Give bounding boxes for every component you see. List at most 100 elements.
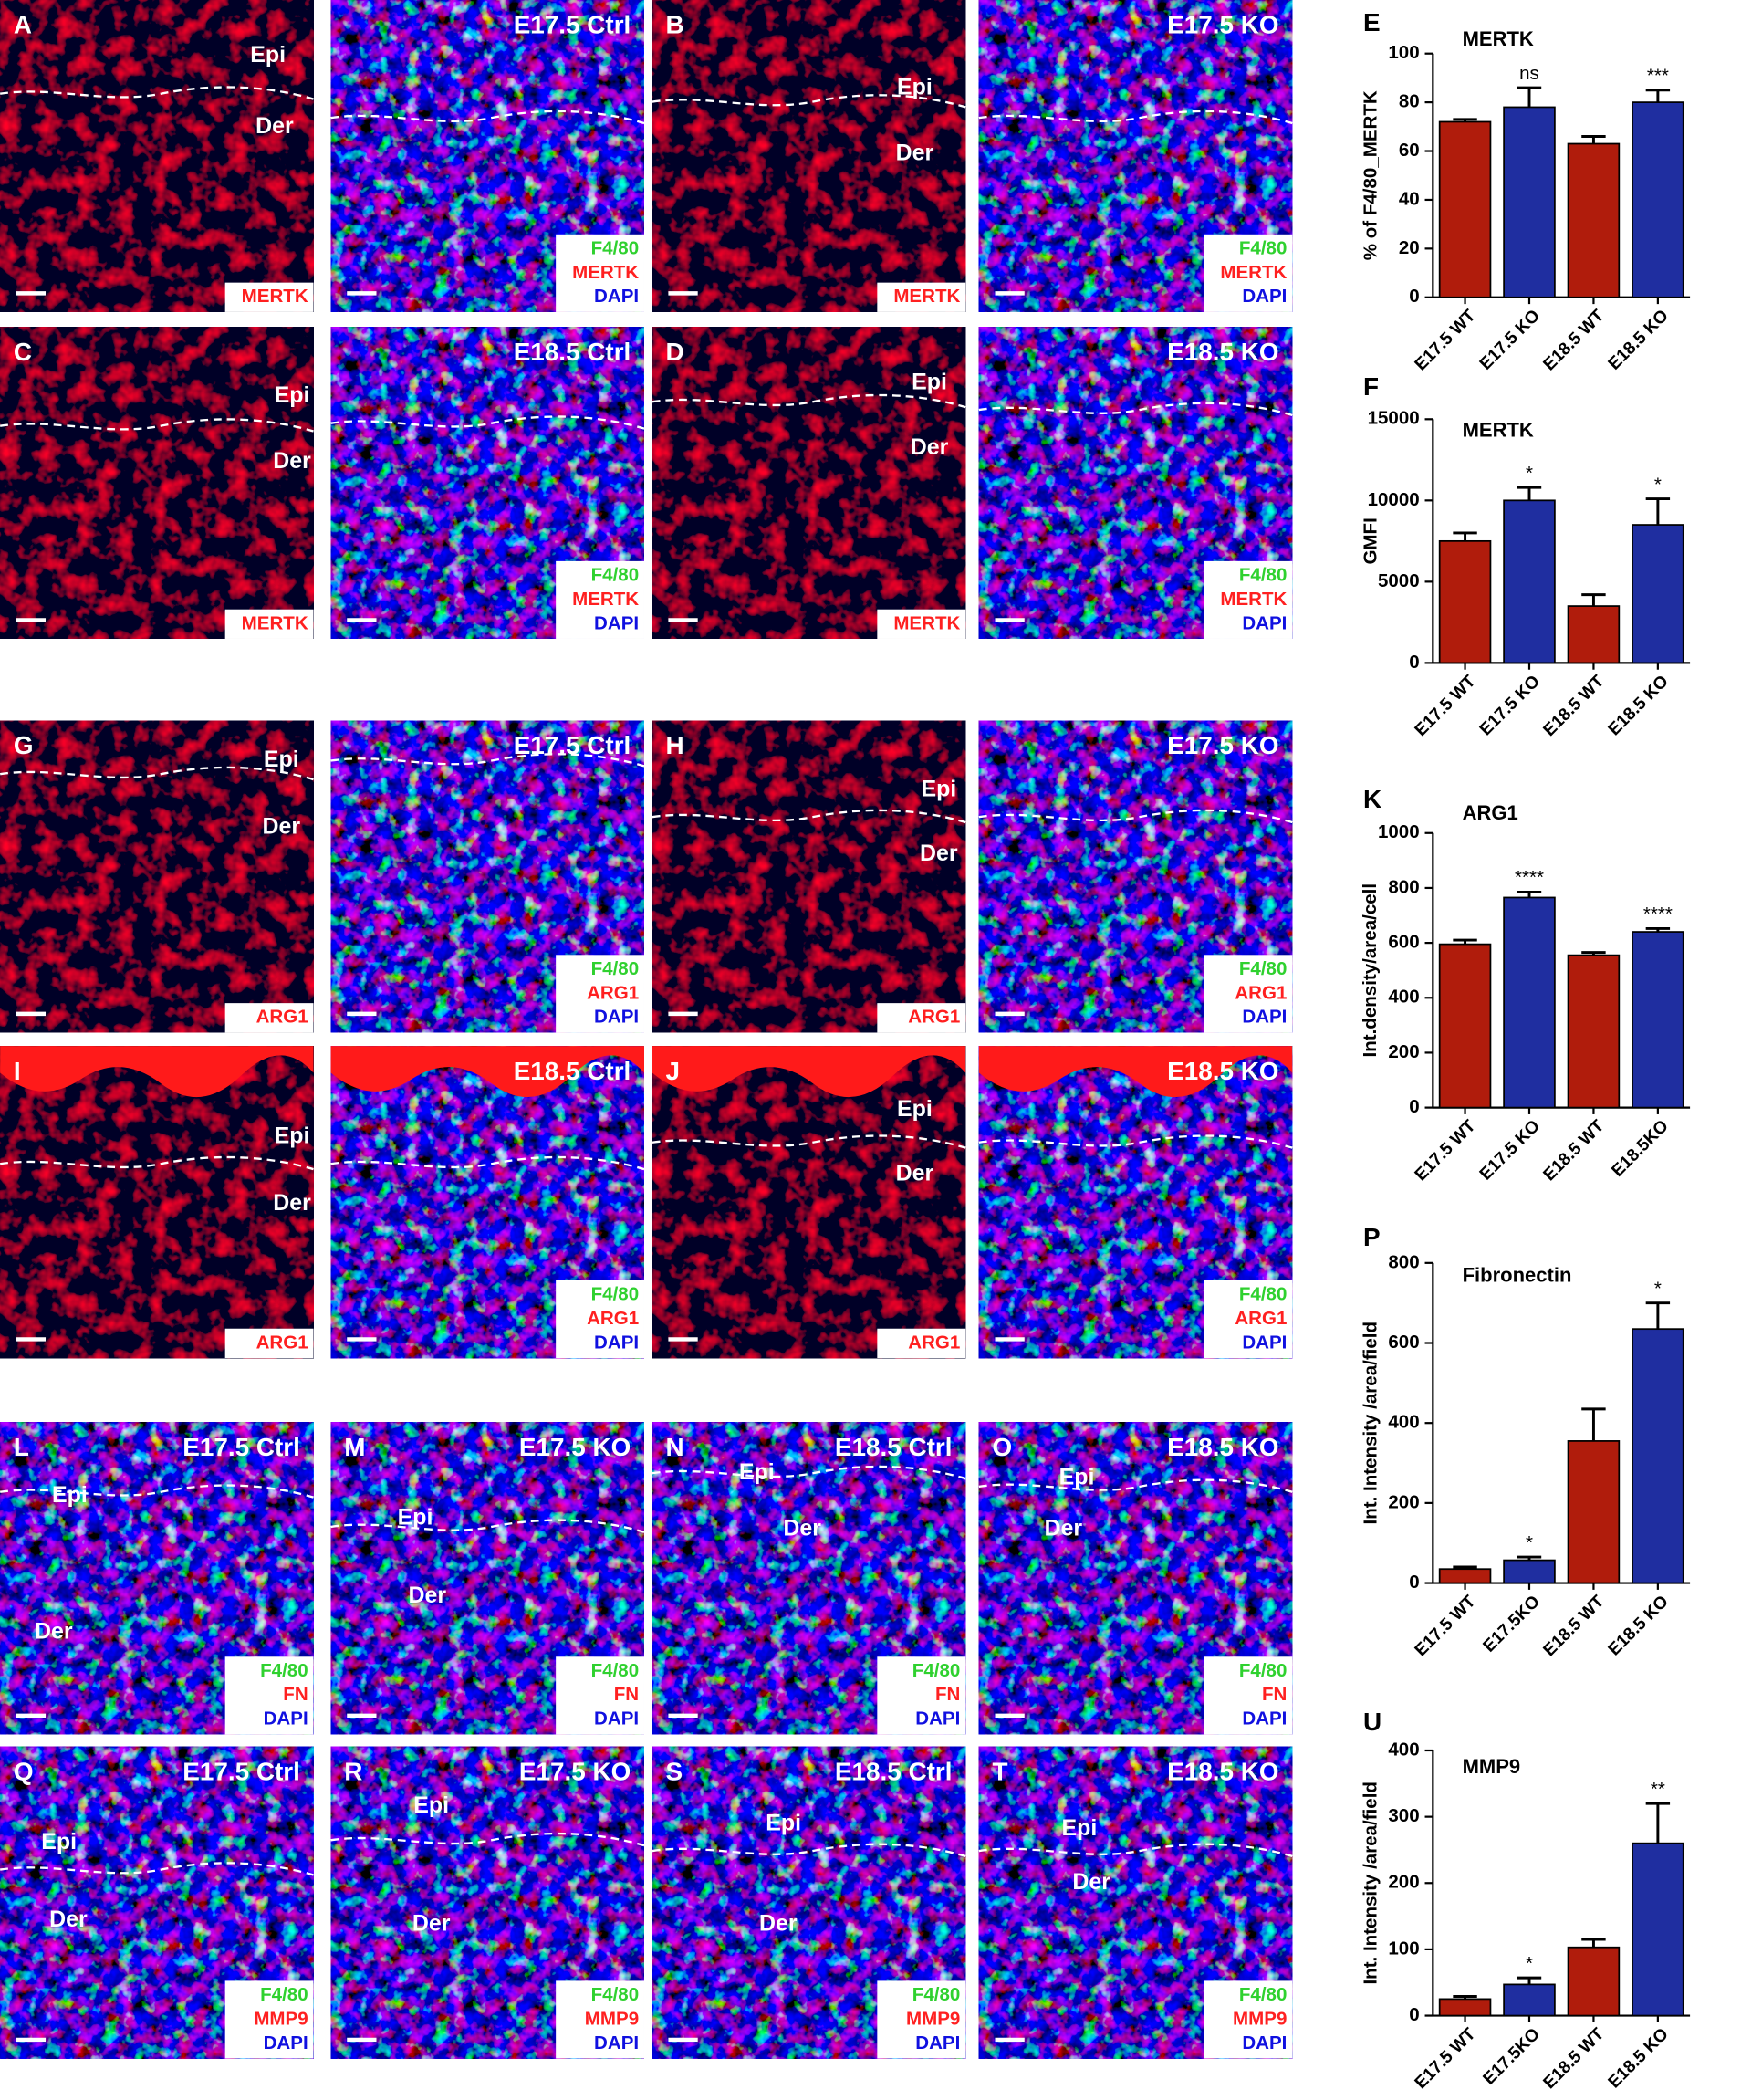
stain-legend-entry: F4/80 [591, 1984, 640, 2005]
image-texture [0, 1046, 314, 1359]
y-tick-label: 400 [1388, 1412, 1419, 1433]
x-tick-label: E18.5 KO [1605, 672, 1673, 739]
image-texture [652, 0, 966, 312]
micrograph: E17.5 Ctrl F4/80 ARG1 DAPI [330, 720, 645, 1033]
bar [1632, 1842, 1684, 2017]
image-texture [652, 327, 966, 639]
tissue-label: Der [1072, 1869, 1110, 1895]
tissue-label: Epi [897, 74, 933, 99]
x-tick-label: E17.5KO [1480, 1592, 1544, 1656]
stain-legend-entry: MERTK [893, 612, 960, 633]
panel-letter: N [665, 1433, 683, 1461]
stain-legend-entry: DAPI [1242, 612, 1287, 633]
micrograph: O E18.5 KO Epi Der F4/80 FN DAPI [978, 1422, 1293, 1735]
x-tick-label: E17.5 WT [1412, 2024, 1480, 2093]
y-tick-label: 400 [1388, 1739, 1419, 1760]
stain-legend-box [224, 282, 314, 312]
epidermis-boundary [330, 110, 645, 125]
bar [1503, 499, 1556, 664]
y-tick-label: 10000 [1368, 489, 1420, 510]
stain-legend-entry: MERTK [893, 286, 960, 307]
significance-label: **** [1515, 867, 1544, 888]
epidermis-boundary [978, 1134, 1293, 1149]
micrograph: E18.5 KO F4/80 ARG1 DAPI [978, 1046, 1293, 1359]
bar [1632, 931, 1684, 1109]
significance-label: * [1526, 463, 1533, 484]
panel-letter: J [665, 1057, 680, 1085]
stain-legend-entry: F4/80 [1239, 1660, 1288, 1681]
stain-legend-box [1204, 1980, 1293, 2059]
stain-legend-entry: F4/80 [1239, 958, 1288, 979]
tissue-label: Epi [1059, 1465, 1095, 1490]
epidermis-boundary [330, 1519, 645, 1533]
tissue-label: Epi [413, 1792, 449, 1818]
chart-title: Fibronectin [1463, 1263, 1572, 1286]
y-tick-label: 100 [1388, 42, 1419, 63]
stain-legend-entry: FN [614, 1684, 639, 1705]
stain-legend-entry: MERTK [572, 262, 639, 283]
y-tick-label: 100 [1388, 1938, 1419, 1959]
stain-legend-entry: F4/80 [1239, 564, 1288, 585]
tissue-label: Der [759, 1910, 798, 1936]
micrograph: B Epi Der MERTK [652, 0, 966, 312]
stain-legend-entry: DAPI [594, 612, 639, 633]
stain-legend-entry: F4/80 [591, 564, 640, 585]
stain-legend-entry: ARG1 [908, 1332, 960, 1353]
stain-legend-box [1204, 234, 1293, 312]
tissue-label: Epi [739, 1459, 775, 1485]
y-tick-label: 20 [1399, 237, 1420, 258]
micrograph: D Epi Der MERTK [652, 327, 966, 639]
x-tick-label: E17.5 KO [1476, 672, 1544, 739]
panel-title: E18.5 KO [1167, 1433, 1278, 1461]
epidermis-boundary [0, 1862, 314, 1876]
epidermis-boundary [978, 110, 1293, 125]
tissue-label: Epi [275, 1123, 310, 1148]
image-texture [652, 720, 966, 1033]
y-axis-label: GMFI [1360, 517, 1381, 564]
stain-legend-entry: DAPI [1242, 1007, 1287, 1028]
micrograph: L E17.5 Ctrl Epi Der F4/80 FN DAPI [0, 1422, 314, 1735]
panel-letter: U [1363, 1708, 1381, 1736]
stain-legend-entry: DAPI [264, 2032, 308, 2053]
panel-title: E18.5 KO [1167, 338, 1278, 366]
panel-letter: D [665, 338, 683, 366]
stain-legend-entry: DAPI [594, 1708, 639, 1729]
stain-legend-box [877, 609, 966, 639]
tissue-label: Epi [897, 1096, 933, 1122]
panel-title: E17.5 KO [1167, 11, 1278, 39]
bar [1438, 1998, 1492, 2017]
chart-title: MMP9 [1463, 1755, 1521, 1778]
tissue-label: Epi [912, 369, 947, 394]
tissue-label: Der [783, 1515, 821, 1541]
epidermis-boundary [652, 1465, 966, 1480]
tissue-label: Epi [41, 1829, 77, 1854]
tissue-label: Der [35, 1618, 73, 1644]
bar [1632, 524, 1684, 664]
tissue-label: Der [263, 813, 301, 839]
panel-title: E17.5 Ctrl [182, 1433, 300, 1461]
stain-legend-entry: MMP9 [1233, 2008, 1287, 2029]
bar [1632, 1328, 1684, 1584]
y-tick-label: 5000 [1378, 570, 1420, 591]
micrograph: T E18.5 KO Epi Der F4/80 MMP9 DAPI [978, 1746, 1293, 2059]
tissue-label: Der [1045, 1515, 1083, 1541]
epidermis-boundary [0, 86, 314, 100]
stain-legend-box [877, 1003, 966, 1033]
tissue-label: Der [255, 113, 294, 139]
stain-legend-entry: ARG1 [587, 1308, 639, 1329]
stain-legend-box [877, 1980, 966, 2059]
cornified-layer [652, 1046, 966, 1098]
significance-label: * [1654, 1278, 1662, 1299]
significance-label: ** [1651, 1779, 1665, 1800]
epidermis-boundary [0, 766, 314, 781]
y-tick-label: 400 [1388, 987, 1419, 1008]
panel-letter: P [1363, 1223, 1381, 1251]
y-axis-label: Int. Intensity /area/field [1360, 1322, 1381, 1524]
tissue-label: Epi [250, 42, 286, 68]
stain-legend-box [1204, 560, 1293, 639]
stain-legend-entry: MERTK [572, 589, 639, 610]
y-tick-label: 60 [1399, 140, 1420, 161]
epidermis-boundary [330, 415, 645, 430]
